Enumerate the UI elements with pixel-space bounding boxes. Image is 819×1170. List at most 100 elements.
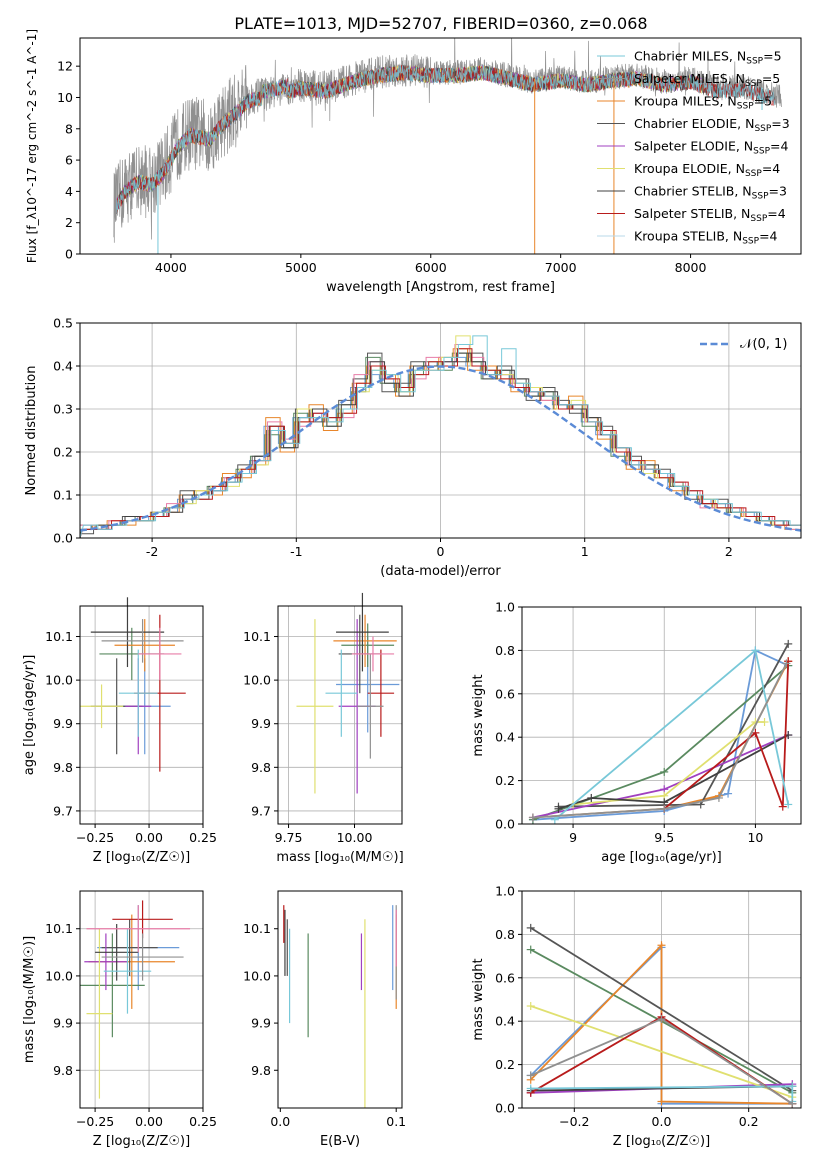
massweight-series [530,927,793,1092]
y-tick-label: 0.0 [53,531,73,546]
y-tick-label: 10.1 [243,921,271,936]
y-tick-label: 0.4 [53,359,73,374]
y-tick-label: 0.5 [53,316,73,331]
errorbar-group [80,900,191,1099]
legend-entry: Chabrier ELODIE, NSSP=3 [634,116,790,134]
age-vs-mass-panel: 9.75 10.00 9.7 9.8 9.9 10.0 10.1 mass [log₁₀(M/… [243,592,404,865]
y-tick-label: 0.3 [53,402,73,417]
legend-subscript: SSP [753,147,770,157]
residual-histogram-panel: -2 -1 0 1 2 0.0 0.1 0.2 0.3 0.4 0.5 (data-model)/er… [24,316,802,579]
y-tick-label: 0.6 [495,686,515,701]
y-tick-label: 9.9 [53,1016,73,1031]
massweight-vs-age-panel: 9 9.5 10 0.0 0.2 0.4 0.6 0.8 1.0 age [log₁₀(age/y… [471,600,802,865]
x-tick-label: 0 [437,544,445,559]
massweight-series [532,660,790,819]
residual-histogram [80,348,800,538]
legend-entry: Salpeter STELIB, NSSP=4 [634,206,786,224]
x-tick-label: 0.25 [189,830,217,845]
histogram-plot-area [80,335,801,538]
y-axis-label: mass weight [471,958,486,1040]
y-tick-label: 0.0 [495,1101,515,1116]
massweight-series [558,643,789,808]
y-tick-label: 9.9 [251,1016,271,1031]
axes-frame [79,322,802,539]
errorbar-group [283,905,397,1108]
x-tick-label: 0.2 [739,1114,759,1129]
y-tick-label: 9.9 [53,716,73,731]
legend-entry: Kroupa ELODIE, NSSP=4 [634,161,780,179]
x-axis-label: (data-model)/error [380,564,501,579]
legend-entry: Kroupa STELIB, NSSP=4 [634,229,778,247]
axes-frame [79,890,204,1109]
legend-suffix: =5 [762,71,780,86]
y-axis-label: mass [log₁₀(M/M☉)] [22,936,37,1063]
legend-entry: 𝒩(0, 1) [740,337,787,352]
y-tick-label: 9.8 [53,1063,73,1078]
axes-frame [521,606,802,825]
y-tick-label: 0.1 [53,488,73,503]
axes-frame [277,605,403,825]
y-tick-label: 1.0 [495,884,515,899]
x-axis-label: Z [log₁₀(Z/Z☉)] [93,1134,190,1149]
x-tick-label: 10.00 [337,830,373,845]
massweight-lines [528,639,793,824]
y-axis-label: mass weight [471,674,486,756]
y-tick-label: 12 [57,59,73,74]
x-tick-label: 6000 [415,260,447,275]
spectrum-panel: 4000 5000 6000 7000 8000 0 2 4 6 8 10 12 wavelength … [25,29,802,295]
residual-histogram [80,348,801,538]
x-tick-label: 10 [747,830,763,845]
x-tick-label: 0.25 [189,1114,217,1129]
x-axis-label: mass [log₁₀(M/M☉)] [276,850,403,865]
y-tick-label: 2 [65,215,73,230]
x-tick-label: 4000 [155,260,187,275]
massweight-series [663,661,790,810]
legend-subscript: SSP [752,192,769,202]
x-axis-label: E(B-V) [320,1134,360,1149]
y-tick-label: 6 [65,153,73,168]
legend-suffix: =4 [762,161,780,176]
mass-vs-metallicity-panel: −0.25 0.00 0.25 9.8 9.9 10.0 10.1 Z [log₁₀(Z/Z☉… [22,890,217,1149]
y-tick-label: 10.0 [45,673,73,688]
massweight-series [530,1005,793,1099]
y-axis-label: age [log₁₀(age/yr)] [22,655,37,776]
x-tick-label: 0.1 [386,1114,406,1129]
y-tick-label: 0.2 [495,1057,515,1072]
x-tick-label: 9 [569,830,577,845]
model-spectrum [116,64,776,214]
age-vs-metallicity-panel: −0.25 0.00 0.25 9.7 9.8 9.9 10.0 10.1 Z [log₁₀(Z… [22,597,217,865]
x-tick-label: 2 [725,544,733,559]
x-axis-label: Z [log₁₀(Z/Z☉)] [93,850,190,865]
x-tick-label: 0.0 [652,1114,672,1129]
residual-histogram [80,352,801,538]
residual-histogram [80,356,798,538]
y-axis-label: Normed distribution [24,366,39,496]
legend-subscript: SSP [745,79,762,89]
x-tick-label: -1 [290,544,302,559]
y-tick-label: 8 [65,121,73,136]
y-tick-label: 10.1 [45,629,73,644]
legend-subscript: SSP [746,57,763,67]
x-axis-label: age [log₁₀(age/yr)] [601,850,722,865]
massweight-series [530,943,793,1105]
x-tick-label: −0.25 [76,830,114,845]
y-tick-label: 10.0 [243,968,271,983]
legend-subscript: SSP [742,237,759,247]
y-tick-label: 0.6 [495,970,515,985]
x-axis-label: Z [log₁₀(Z/Z☉)] [613,1134,710,1149]
x-tick-label: 1 [581,544,589,559]
massweight-vs-metallicity-panel: −0.2 0.0 0.2 0.0 0.2 0.4 0.6 0.8 1.0 Z [log₁₀(Z/Z… [471,884,802,1149]
x-tick-label: 0.0 [270,1114,290,1129]
legend-suffix: =3 [769,184,787,199]
legend-subscript: SSP [754,124,771,134]
y-tick-label: 0 [65,247,73,262]
massweight-series [532,662,788,819]
axes-frame [277,890,403,1109]
legend-entry: Chabrier STELIB, NSSP=3 [634,184,787,202]
y-tick-label: 9.7 [251,803,271,818]
x-tick-label: 9.5 [654,830,674,845]
x-tick-label: 7000 [545,260,577,275]
x-axis-label: wavelength [Angstrom, rest frame] [326,280,555,295]
spectrum-plot-area [113,38,782,254]
legend-entry: Chabrier MILES, NSSP=5 [634,49,782,67]
